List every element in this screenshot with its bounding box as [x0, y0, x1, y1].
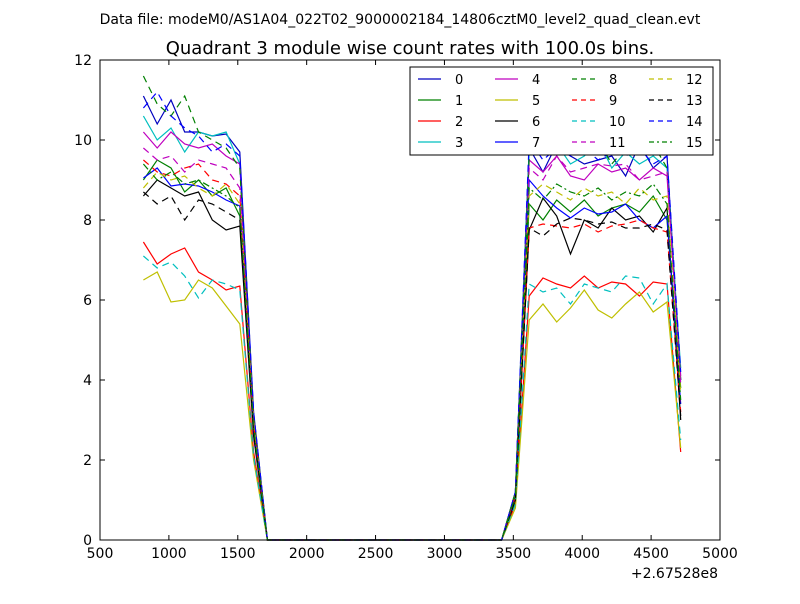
legend-label-12: 12: [686, 73, 703, 88]
legend-label-2: 2: [455, 115, 463, 130]
legend-label-7: 7: [532, 136, 540, 151]
x-tick-label-3000: 3000: [427, 546, 463, 562]
data-file-label: Data file: modeM0/AS1A04_022T02_90000021…: [100, 12, 701, 28]
legend-label-10: 10: [609, 115, 626, 130]
y-tick-label-6: 6: [83, 293, 92, 309]
legend-label-6: 6: [532, 115, 540, 130]
x-tick-label-500: 500: [87, 546, 114, 562]
series-line-10: [143, 255, 682, 541]
legend-label-8: 8: [609, 73, 617, 88]
y-tick-label-8: 8: [83, 213, 92, 229]
x-tick-label-4000: 4000: [564, 546, 600, 562]
x-tick-label-2000: 2000: [289, 546, 325, 562]
series-line-11: [143, 147, 682, 541]
y-tick-label-4: 4: [83, 373, 92, 389]
legend-box: [409, 66, 714, 156]
legend-label-1: 1: [455, 94, 463, 109]
y-tick-label-2: 2: [83, 453, 92, 469]
legend-label-11: 11: [609, 136, 626, 151]
y-tick-label-0: 0: [83, 533, 92, 549]
x-tick-label-1500: 1500: [220, 546, 256, 562]
chart-title: Quadrant 3 module wise count rates with …: [166, 38, 655, 59]
legend-label-15: 15: [686, 136, 703, 151]
y-tick-label-12: 12: [74, 53, 92, 69]
x-tick-label-2500: 2500: [358, 546, 394, 562]
legend-label-5: 5: [532, 94, 540, 109]
legend-label-4: 4: [532, 73, 540, 88]
series-line-15: [142, 163, 682, 541]
x-tick-label-1000: 1000: [151, 546, 187, 562]
axis-layer: 500 1000 1500 2000 2500 3000 3500 4000 4500 5000 0…: [74, 53, 738, 562]
legend-label-3: 3: [455, 136, 463, 151]
x-tick-label-4500: 4500: [633, 546, 669, 562]
x-tick-label-3500: 3500: [496, 546, 532, 562]
legend-label-14: 14: [686, 115, 703, 130]
x-axis-offset-label: +2.67528e8: [631, 566, 718, 582]
x-tick-label-5000: 5000: [702, 546, 738, 562]
y-tick-label-10: 10: [74, 133, 92, 149]
legend-label-0: 0: [455, 73, 463, 88]
series-line-12: [142, 171, 682, 541]
series-line-13: [143, 191, 682, 541]
legend-label-13: 13: [686, 94, 703, 109]
legend-label-9: 9: [609, 94, 617, 109]
